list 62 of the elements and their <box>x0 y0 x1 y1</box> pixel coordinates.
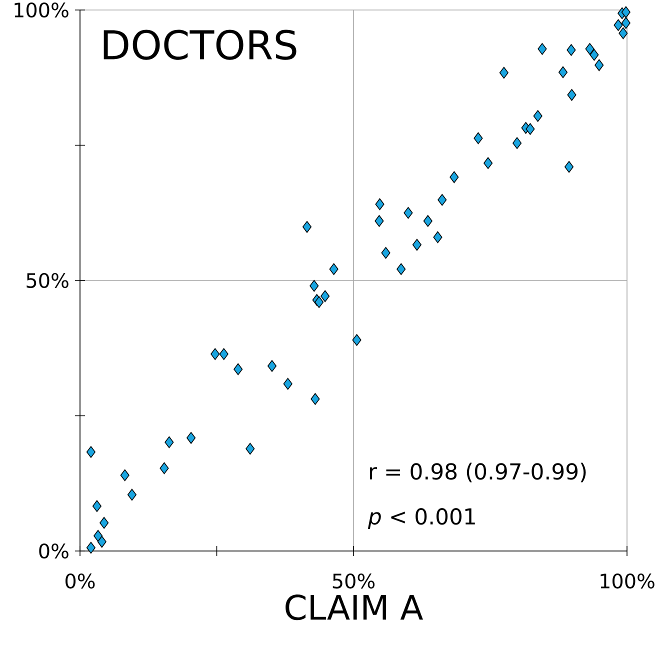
point <box>526 123 535 135</box>
point <box>567 89 576 101</box>
point <box>585 43 594 55</box>
point <box>310 280 319 292</box>
x-axis-title: CLAIM A <box>286 594 424 620</box>
point <box>621 17 630 29</box>
point <box>320 290 330 302</box>
point <box>127 488 136 501</box>
point <box>396 263 406 276</box>
annotation: r = 0.98 (0.97-0.99) <box>370 462 586 482</box>
point <box>329 263 338 276</box>
point <box>210 348 220 360</box>
point <box>310 393 320 405</box>
point <box>618 27 628 40</box>
point <box>314 296 324 308</box>
point <box>246 442 255 455</box>
point <box>484 157 493 169</box>
annotation: p < 0.001 <box>368 508 475 529</box>
point <box>160 462 169 474</box>
point <box>433 231 442 244</box>
point <box>499 66 508 79</box>
x-tick-label: 0% <box>66 574 95 589</box>
point <box>438 194 447 206</box>
y-tick-label: 0% <box>39 543 68 559</box>
point <box>590 48 599 61</box>
point <box>404 206 413 219</box>
point <box>120 469 130 482</box>
point <box>381 246 390 259</box>
point <box>450 171 459 184</box>
point <box>283 378 292 390</box>
point <box>594 59 604 72</box>
point <box>374 215 384 227</box>
point <box>352 334 362 346</box>
point <box>219 348 228 360</box>
point <box>512 137 522 149</box>
point <box>621 6 630 18</box>
point <box>234 363 243 376</box>
x-tick-label: 100% <box>600 574 654 589</box>
point <box>302 221 312 233</box>
point <box>474 132 483 144</box>
y-tick-label: 50% <box>26 272 68 288</box>
point <box>164 436 174 448</box>
point <box>267 360 277 372</box>
y-tick-label: 100% <box>14 2 68 18</box>
point <box>86 446 96 458</box>
point <box>92 500 102 512</box>
point <box>538 43 547 55</box>
point <box>412 238 422 251</box>
point <box>186 432 196 444</box>
point <box>100 516 109 529</box>
point <box>566 44 576 56</box>
point <box>97 536 106 548</box>
point <box>558 66 568 78</box>
chart-title: DOCTORS <box>104 30 296 60</box>
point <box>375 198 384 210</box>
x-tick-label: 50% <box>332 574 375 589</box>
point <box>94 530 103 542</box>
point <box>533 110 542 122</box>
point <box>614 19 623 32</box>
point <box>564 160 574 173</box>
point <box>86 542 96 554</box>
point <box>423 215 432 227</box>
